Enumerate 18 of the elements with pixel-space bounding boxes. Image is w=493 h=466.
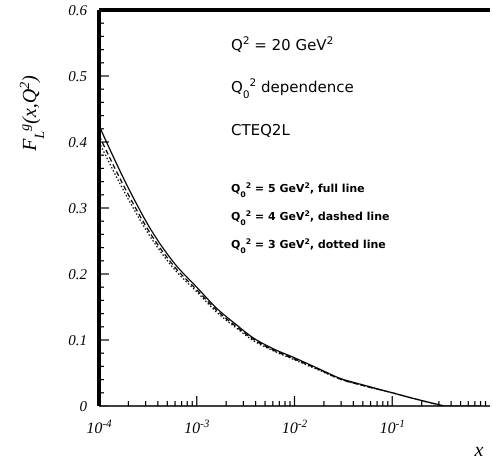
x-tick-label: 10$^{-4}$ bbox=[86, 418, 112, 437]
y-tick-label: 0.4 bbox=[68, 135, 88, 151]
x-tick-label: 10$^{-2}$ bbox=[282, 418, 308, 437]
x-axis-title: x bbox=[474, 439, 484, 461]
annotation: Q$_{0}$$^{2}$ = 5 GeV$^{2}$, full line bbox=[231, 180, 365, 198]
x-tick-label: 10$^{-3}$ bbox=[184, 418, 210, 437]
annotation: Q$_{0}$$^{2}$ = 3 GeV$^{2}$, dotted line bbox=[231, 236, 386, 254]
y-tick-label: 0.3 bbox=[68, 201, 87, 217]
y-tick-label: 0 bbox=[80, 399, 88, 415]
annotation: Q$_{0}$$^{2}$ dependence bbox=[231, 77, 354, 101]
y-tick-label: 0.6 bbox=[68, 3, 88, 19]
annotation: Q$_{0}$$^{2}$ = 4 GeV$^{2}$, dashed line bbox=[231, 208, 390, 226]
y-tick-label: 0.1 bbox=[68, 333, 87, 349]
annotation: Q$^{2}$ = 20 GeV$^{2}$ bbox=[231, 35, 334, 54]
y-tick-label: 0.5 bbox=[68, 69, 88, 85]
annotation: CTEQ2L bbox=[231, 121, 290, 139]
y-tick-label: 0.2 bbox=[68, 267, 88, 283]
x-tick-label: 10$^{-1}$ bbox=[380, 418, 405, 437]
